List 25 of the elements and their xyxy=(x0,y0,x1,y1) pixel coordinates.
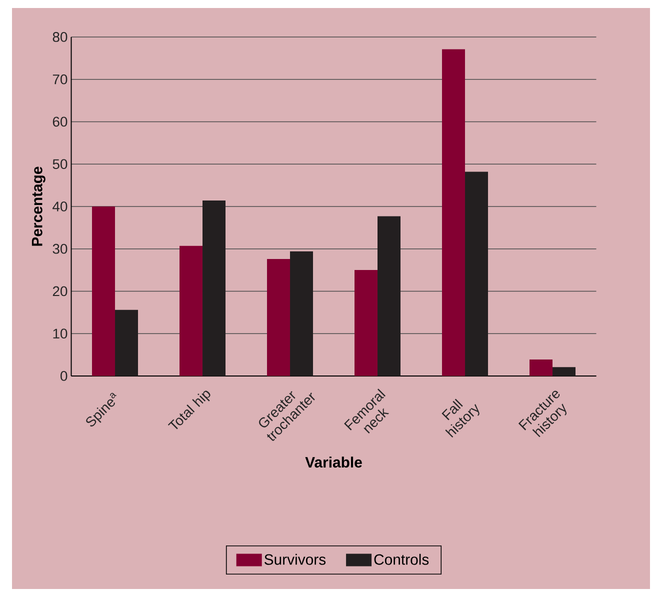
y-tick-label: 30 xyxy=(52,244,68,254)
bar xyxy=(552,367,576,376)
bar xyxy=(530,359,553,376)
bar xyxy=(202,200,226,376)
bar xyxy=(115,310,138,376)
bar xyxy=(180,246,203,376)
y-axis-title: Percentage xyxy=(32,166,46,246)
legend-label: Controls xyxy=(374,554,429,565)
bar xyxy=(267,259,290,376)
bar xyxy=(442,49,466,376)
bar xyxy=(354,270,378,376)
y-tick-label: 60 xyxy=(52,116,68,127)
y-tick-label: 10 xyxy=(53,328,68,339)
y-tick-label: 20 xyxy=(52,286,68,296)
bar xyxy=(290,251,314,376)
legend-label: Survivors xyxy=(264,554,326,565)
y-tick-label: 50 xyxy=(52,159,68,170)
y-tick-label: 0 xyxy=(60,371,68,381)
y-tick-label: 80 xyxy=(52,32,68,42)
y-tick-label: 40 xyxy=(52,202,68,212)
y-tick-label: 70 xyxy=(52,74,68,84)
x-axis-title: Variable xyxy=(305,456,362,468)
bar xyxy=(465,172,488,376)
bar xyxy=(92,206,116,376)
bar xyxy=(378,216,401,376)
